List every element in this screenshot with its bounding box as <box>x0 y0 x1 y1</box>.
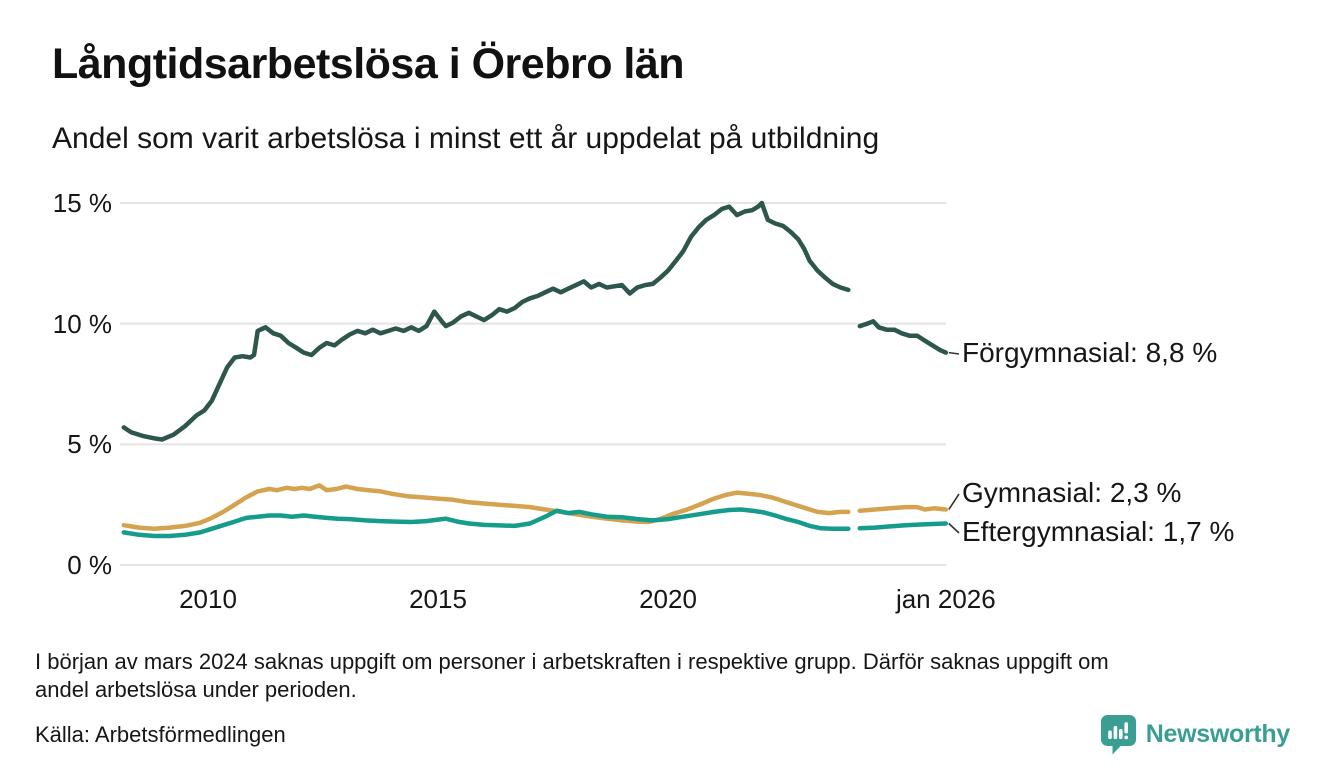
source-credit: Källa: Arbetsförmedlingen <box>35 722 286 747</box>
y-axis-tick-label: 0 % <box>67 550 112 580</box>
label-connector-gymnasial <box>948 493 960 510</box>
series-line-gymnasial-segment-1 <box>121 483 851 532</box>
series-label-forgymnasial: Förgymnasial: 8,8 % <box>962 337 1218 368</box>
page-title: Långtidsarbetslösa i Örebro län <box>52 40 685 88</box>
y-axis-tick-label: 15 % <box>52 188 112 218</box>
chart-footnote: I början av mars 2024 saknas uppgift om … <box>35 648 1109 704</box>
series-line-gymnasial-segment-2 <box>857 504 949 513</box>
x-axis-tick-label: 2010 <box>179 584 237 614</box>
footnote-line: I början av mars 2024 saknas uppgift om … <box>35 649 1109 674</box>
label-connector-eftergymnasial <box>948 522 960 534</box>
newsworthy-speech-bubble-bar-chart-icon <box>1100 715 1136 755</box>
series-label-gymnasial: Gymnasial: 2,3 % <box>962 477 1182 508</box>
footnote-line: andel arbetslösa under perioden. <box>35 677 357 702</box>
newsworthy-logo: Newsworthy <box>1100 714 1290 755</box>
x-axis-tick-label: 2020 <box>639 584 697 614</box>
y-axis-tick-label: 10 % <box>52 308 112 339</box>
series-line-eftergymnasial-segment-2 <box>857 521 949 531</box>
series-line-forgymnasial-segment-1 <box>121 200 851 442</box>
chart-subtitle: Andel som varit arbetslösa i minst ett å… <box>52 122 880 155</box>
series-line-forgymnasial-segment-2 <box>857 319 949 355</box>
x-axis-tick-label: 2015 <box>409 584 467 614</box>
label-connector-forgymnasial <box>948 351 960 355</box>
brand-wordmark: Newsworthy <box>1145 720 1291 748</box>
x-axis-tick-label: jan 2026 <box>895 584 996 614</box>
series-label-eftergymnasial: Eftergymnasial: 1,7 % <box>962 516 1235 547</box>
y-axis-tick-label: 5 % <box>67 429 112 460</box>
series-line-eftergymnasial-segment-1 <box>121 507 851 539</box>
